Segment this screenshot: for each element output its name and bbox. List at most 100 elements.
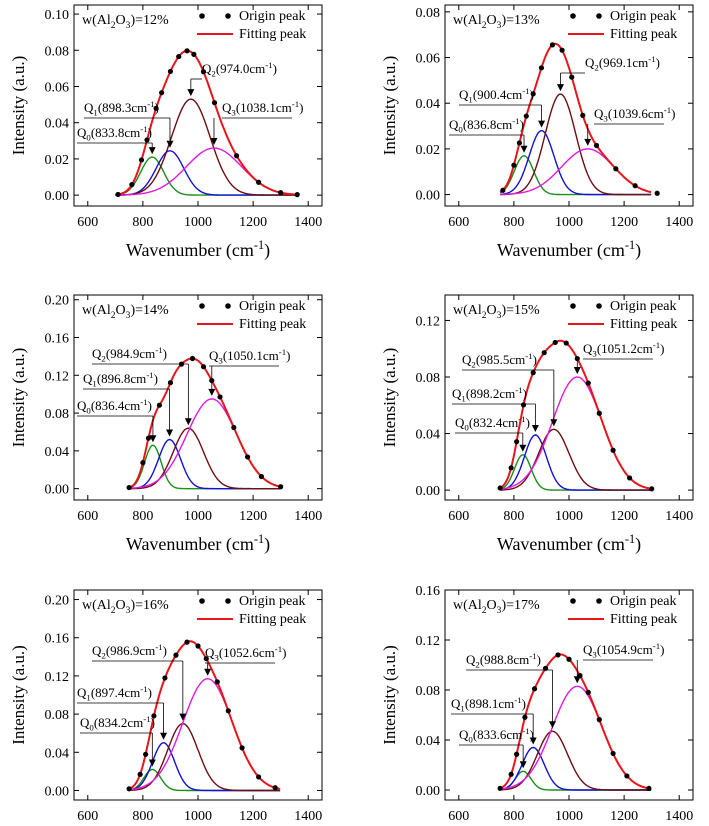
y-tick-label-part: 0.16	[416, 584, 441, 599]
x-tick-label: 600	[77, 809, 98, 824]
panel-title-part: 2	[111, 21, 116, 31]
x-tick-label: 1000	[555, 509, 583, 524]
panel-title-part: w(Al	[82, 13, 111, 28]
panel-title-part: )=12%	[130, 13, 169, 28]
origin-point	[541, 350, 547, 356]
legend-origin-label-part: Origin peak	[610, 299, 676, 314]
peak-label-q1-part: 1	[461, 394, 465, 404]
peak-label-q3-part: 3	[231, 108, 236, 118]
legend-fit-label-part: Fitting peak	[239, 612, 306, 627]
peak-label-q0-part: 0	[464, 423, 469, 433]
origin-point	[555, 652, 561, 658]
x-tick-label-part: 1200	[610, 509, 638, 524]
panel-title-part: )=16%	[130, 598, 169, 613]
origin-point	[520, 402, 527, 408]
peak-label-q0-part: (832.4cm	[469, 415, 518, 430]
y-tick-label: 0.10	[45, 8, 70, 23]
x-tick-label: 1200	[610, 809, 638, 824]
peak-label-q2-part: -1	[648, 54, 655, 64]
peak-label-q1-part: (898.1cm	[465, 696, 514, 711]
y-tick-label: 0.00	[45, 189, 70, 204]
origin-point	[167, 68, 174, 75]
peak-label-q0-part: (833.8cm	[91, 125, 140, 140]
peak-label-q1: Q1(898.3cm-1)	[84, 99, 159, 118]
y-tick-label: 0.04	[416, 734, 441, 749]
annotation-arrowhead	[548, 721, 556, 729]
x-tick-label: 1400	[665, 215, 693, 230]
annotation-arrowhead	[160, 732, 168, 740]
panel-title-part: O	[487, 598, 497, 613]
peak-label-q2-part: )	[163, 346, 167, 361]
x-tick-label-part: 600	[448, 215, 469, 230]
origin-point	[211, 100, 218, 106]
origin-point	[514, 751, 520, 757]
x-tick-label-part: 1000	[184, 215, 212, 230]
peak-label-q3: Q3(1050.1cm-1)	[209, 347, 290, 366]
annotation-arrowhead	[519, 444, 527, 452]
peak-label-q1: Q1(900.4cm-1)	[459, 86, 534, 105]
origin-point	[256, 179, 262, 185]
origin-point	[258, 473, 264, 480]
origin-point	[574, 355, 580, 362]
peak-label-q0-part: -1	[140, 397, 147, 407]
x-tick-label: 800	[503, 809, 524, 824]
legend-fit-label: Fitting peak	[239, 317, 306, 332]
peak-label-q3-part: -1	[292, 99, 299, 109]
annotation-arrowhead	[573, 367, 581, 374]
legend-fit-label-part: Fitting peak	[610, 27, 677, 42]
y-axis-label-part: Intensity (a.u.)	[380, 56, 399, 156]
x-tick-label: 1000	[555, 215, 583, 230]
peak-label-q3-part: 3	[592, 650, 597, 660]
peak-label-q1-part: )	[148, 685, 152, 700]
panel-title-part: O	[116, 598, 126, 613]
peak-label-q3: Q3(1038.1cm-1)	[222, 99, 303, 118]
origin-point	[184, 639, 190, 645]
y-tick-label-part: 0.04	[45, 117, 70, 132]
origin-point	[497, 785, 503, 791]
panel-title-part: w(Al	[82, 303, 111, 318]
origin-point	[137, 771, 143, 777]
origin-point	[143, 751, 149, 757]
origin-point	[531, 686, 538, 692]
y-tick-label-part: 0.12	[45, 670, 70, 685]
peak-label-q0-part: 0	[86, 406, 91, 416]
x-tick-label-part: 1000	[184, 509, 212, 524]
peak-label-q2: Q2(985.5cm-1)	[462, 351, 537, 370]
peak-label-q2-part: 2	[594, 63, 598, 73]
y-axis-label: Intensity (a.u.)	[9, 348, 28, 448]
panel-title-part: O	[487, 303, 497, 318]
legend-fit-label: Fitting peak	[610, 317, 677, 332]
x-tick-label-part: 600	[77, 809, 98, 824]
x-tick-label-part: 1000	[555, 509, 583, 524]
y-axis-label: Intensity (a.u.)	[9, 645, 28, 745]
y-axis-label-part: Intensity (a.u.)	[9, 348, 28, 448]
panel-title-part: O	[116, 303, 126, 318]
x-tick-label-part: 1400	[665, 509, 693, 524]
y-axis-label: Intensity (a.u.)	[380, 56, 399, 156]
peak-label-q2: Q2(969.1cm-1)	[585, 54, 660, 73]
legend-origin-label-part: Origin peak	[610, 9, 676, 24]
peak-label-q2-part: )	[533, 352, 537, 367]
x-axis-label-part: )	[264, 240, 270, 261]
origin-point	[214, 679, 220, 685]
peak-label-q1: Q1(897.4cm-1)	[77, 684, 152, 703]
peak-label-q3: Q3(1052.6cm-1)	[205, 644, 286, 663]
y-tick-label: 0.08	[416, 684, 441, 699]
y-tick-label: 0.12	[45, 670, 70, 685]
peak-label-q1-part: Q	[83, 371, 93, 386]
origin-point	[624, 773, 630, 779]
peak-label-q1-part: 1	[93, 108, 97, 118]
peak-curve-q1	[500, 130, 652, 196]
origin-point	[514, 439, 520, 445]
peak-label-q3-part: )	[282, 645, 286, 660]
legend-point-marker	[225, 598, 231, 604]
peak-label-q2-part: Q	[462, 352, 472, 367]
legend-fit-label-part: Fitting peak	[239, 317, 306, 332]
panel-title-part: 3	[126, 21, 131, 31]
x-tick-label: 1200	[610, 509, 638, 524]
y-tick-label-part: 0.08	[416, 371, 441, 386]
peak-label-q2: Q2(974.0cm-1)	[202, 60, 277, 79]
panel-title-part: )=17%	[501, 598, 540, 613]
y-tick-label-part: 0.04	[45, 445, 70, 460]
